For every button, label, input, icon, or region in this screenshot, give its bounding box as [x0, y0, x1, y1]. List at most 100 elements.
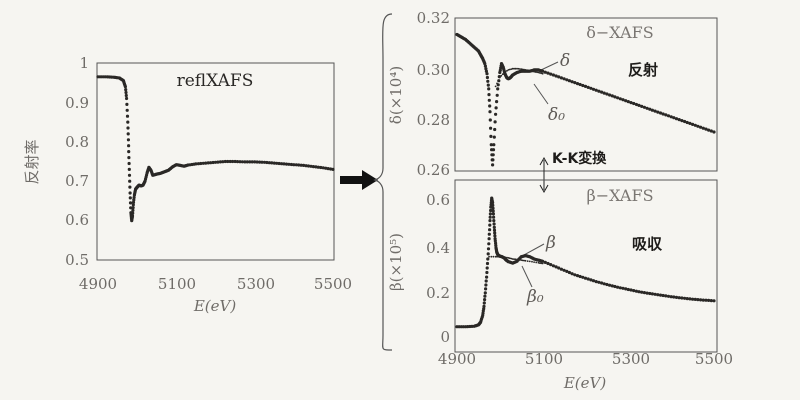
beta-data-point	[693, 297, 697, 301]
beta-y-tick: 0.4	[426, 239, 450, 257]
beta-data-point	[597, 280, 601, 284]
beta0-data-point	[528, 260, 531, 263]
refl-data-point	[124, 88, 128, 92]
refl-data-point	[131, 208, 135, 212]
delta-data-point	[484, 67, 488, 71]
delta-data-point	[688, 121, 692, 125]
delta0-data-point	[530, 70, 533, 72]
refl-y-tick: 0.9	[65, 94, 89, 112]
delta-data-point	[621, 98, 625, 102]
beta0-data-point	[538, 262, 541, 264]
beta-data-point	[605, 282, 609, 287]
delta0-data-point	[494, 85, 497, 88]
beta-data-point	[486, 247, 491, 251]
refl-x-tick: 5500	[314, 275, 352, 293]
refl-data-point	[131, 206, 135, 210]
refl-data-point	[209, 161, 213, 165]
beta-data-point	[487, 232, 491, 236]
delta-data-point	[494, 112, 498, 116]
refl-x-tick: 5300	[237, 275, 275, 293]
beta-y-tick: 0.6	[426, 191, 450, 209]
delta-data-point	[554, 74, 558, 78]
delta-data-point	[488, 104, 492, 108]
delta0-series-label: δ₀	[548, 105, 565, 125]
beta0-data-point	[496, 255, 498, 258]
beta-data-point	[656, 293, 660, 297]
delta-data-point	[605, 92, 609, 96]
delta-y-tick: 0.28	[417, 111, 450, 129]
delta-data-point	[672, 116, 676, 120]
beta-data-point	[488, 223, 492, 227]
delta-data-point	[491, 148, 496, 152]
delta-data-point	[629, 101, 633, 105]
delta-data-point	[487, 93, 491, 97]
beta-data-point	[492, 228, 497, 232]
delta-data-point	[581, 83, 585, 88]
beta-data-point	[645, 291, 649, 295]
refl-data-point	[302, 163, 306, 167]
beta-data-point	[581, 275, 585, 279]
refl-data-point	[194, 162, 198, 166]
delta0-data-point	[540, 72, 543, 75]
delta0-data-point	[504, 70, 507, 73]
delta0-data-point	[533, 70, 535, 73]
delta-data-point	[626, 100, 630, 104]
beta-data-point	[704, 298, 708, 302]
beta-data-point	[565, 269, 569, 273]
delta0-data-point	[521, 68, 524, 71]
beta-data-point	[492, 222, 496, 226]
beta-data-point	[487, 242, 491, 246]
beta-data-point	[570, 272, 574, 276]
beta0-data-point	[514, 258, 517, 261]
refl-data-point	[204, 161, 208, 165]
kk-transform-label: K-K変換	[552, 150, 607, 167]
beta-data-point	[634, 289, 639, 293]
beta-data-point	[543, 260, 547, 264]
delta-data-point	[642, 105, 647, 109]
refl-data-point	[221, 160, 225, 164]
refl-data-point	[267, 161, 271, 165]
delta0-data-point	[541, 72, 544, 75]
delta-y-tick: 0.32	[417, 9, 450, 27]
refl-data-point	[128, 191, 132, 195]
delta-data-point	[487, 98, 491, 102]
beta-data-point	[557, 266, 561, 270]
refl-data-point	[306, 164, 311, 168]
beta-data-point	[685, 297, 689, 301]
beta-data-point	[688, 297, 692, 301]
right-arrow-icon	[340, 170, 378, 190]
beta-x-tick: 5300	[612, 350, 650, 368]
refl-data-point	[329, 167, 333, 171]
beta-data-point	[485, 266, 489, 270]
beta-data-point	[618, 286, 622, 290]
beta-data-point	[661, 293, 665, 298]
beta-data-point	[491, 201, 495, 205]
delta0-data-point	[538, 72, 541, 74]
beta-x-axis-label: E(eV)	[563, 374, 607, 392]
beta0-data-point	[535, 261, 538, 264]
delta0-data-point	[500, 74, 503, 77]
delta-data-point	[696, 124, 700, 128]
refl-data-point	[125, 96, 129, 101]
beta0-data-point	[508, 257, 511, 260]
delta-data-point	[493, 127, 497, 132]
refl-data-point	[127, 167, 131, 171]
beta0-data-point	[537, 261, 540, 264]
beta-x-tick: 5100	[525, 350, 563, 368]
delta0-data-point	[536, 71, 538, 74]
beta-data-point	[562, 268, 566, 272]
refl-data-point	[250, 160, 254, 164]
delta-data-point	[685, 120, 689, 125]
delta-data-point	[624, 99, 628, 103]
delta-title: δ−XAFS	[586, 23, 653, 42]
refl-data-point	[272, 161, 276, 165]
refl-data-point	[127, 173, 132, 177]
beta-data-point	[707, 298, 711, 302]
reflection-label: 反射	[628, 61, 658, 79]
beta-data-point	[683, 296, 687, 300]
absorption-label: 吸収	[632, 235, 663, 253]
beta-data-point	[586, 277, 590, 281]
delta-data-point	[594, 88, 598, 92]
refl-data-point	[319, 165, 323, 170]
refl-data-point	[238, 160, 242, 164]
